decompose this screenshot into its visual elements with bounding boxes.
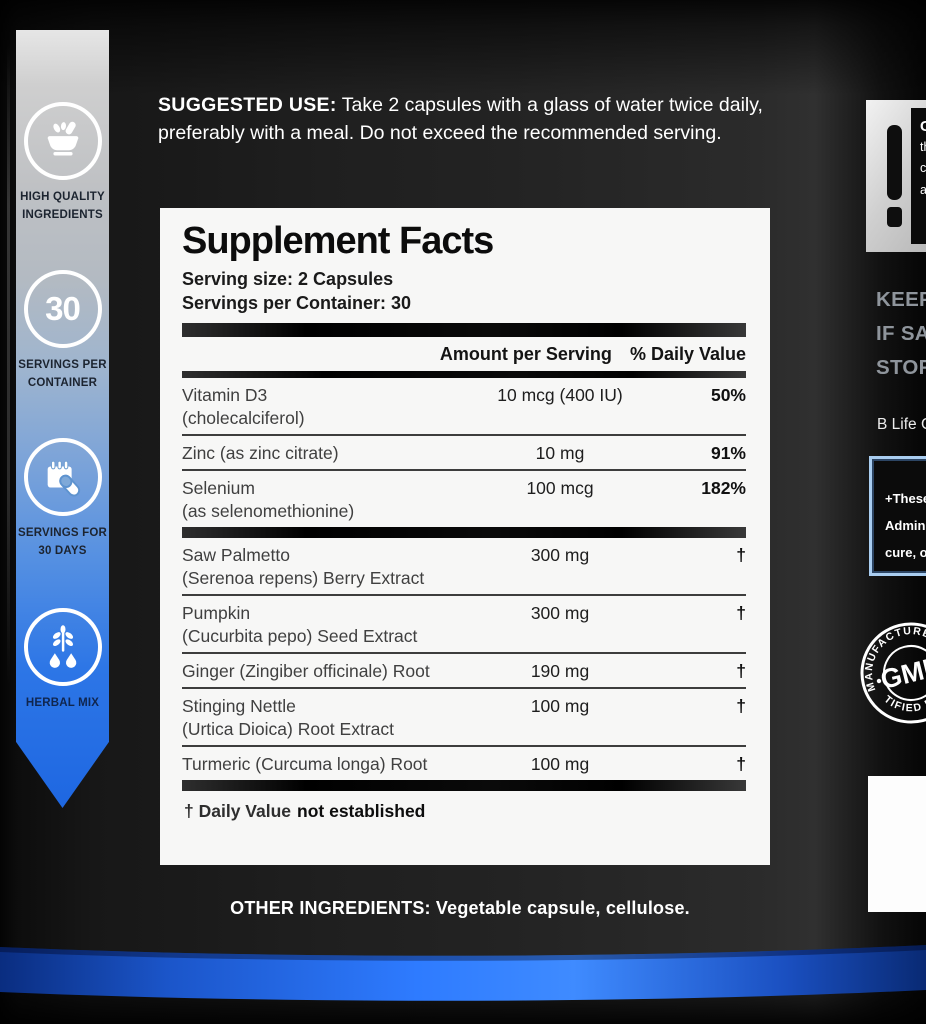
ingredient-name: Stinging Nettle <box>182 695 296 716</box>
supplement-facts-panel: Supplement Facts Serving size: 2 Capsule… <box>160 208 770 865</box>
count-30-badge: 30 <box>23 270 102 348</box>
table-row: Zinc (as zinc citrate) 10 mg 91% <box>182 436 746 471</box>
badge-label: SERVINGS PER CONTAINER <box>18 359 107 389</box>
ingredient-amount: 10 mcg (400 IU) <box>497 384 623 405</box>
ingredient-name: Selenium <box>182 477 255 498</box>
table-row: Pumpkin (Cucurbita pepo) Seed Extract 300… <box>182 596 746 654</box>
exclamation-icon <box>887 125 902 200</box>
ingredient-dv: 50% <box>710 384 746 405</box>
calendar-pill-icon <box>23 438 102 516</box>
servings-per-container: Servings per Container: 30 <box>182 292 412 313</box>
table-row: Selenium (as selenomethionine) 100 mcg 18… <box>182 471 746 527</box>
other-ingredients-text: Vegetable capsule, cellulose. <box>430 898 690 918</box>
caution-box: CA th co an <box>866 100 926 252</box>
ingredient-sub: (as selenomethionine) <box>182 500 355 521</box>
gmp-seal: MANUFACTURED IN A CERTIFIED FACILITY GMP <box>853 615 926 724</box>
ingredient-amount: 300 mg <box>530 544 590 565</box>
footnote-dagger-label: † Daily Value <box>184 800 292 821</box>
badge-label: HERBAL MIX <box>25 697 100 709</box>
storage-line: IF SAFE <box>876 322 926 345</box>
suggested-use-label: SUGGESTED USE: <box>158 94 337 116</box>
table-row: Stinging Nettle (Urtica Dioica) Root Extr… <box>182 689 746 747</box>
caution-text-box: CA th co an <box>911 108 926 244</box>
other-ingredients-label: OTHER INGREDIENTS: <box>230 898 431 918</box>
badge-label: HIGH QUALITY INGREDIENTS <box>20 191 105 221</box>
ingredient-name: Saw Palmetto <box>182 544 290 565</box>
footnote-emphasis: not established <box>297 800 426 821</box>
divider-section <box>182 526 746 538</box>
barcode-area <box>868 776 926 912</box>
ingredient-sub: (cholecalciferol) <box>182 407 305 428</box>
ingredient-dv: † <box>736 753 746 774</box>
ingredient-amount: 100 mg <box>530 695 590 716</box>
ingredient-name: Zinc (as zinc citrate) <box>182 442 339 463</box>
divider-medium <box>182 370 746 378</box>
caution-line: co <box>920 161 926 176</box>
ingredient-dv: † <box>736 602 746 623</box>
ingredient-name: Ginger (Zingiber officinale) Root <box>182 660 430 681</box>
ingredient-dv: † <box>736 544 746 565</box>
ingredient-sub: (Serenoa repens) Berry Extract <box>182 567 425 588</box>
mortar-pestle-icon <box>23 102 102 180</box>
ingredient-name: Turmeric (Curcuma longa) Root <box>182 753 428 774</box>
ingredient-amount: 190 mg <box>530 660 590 681</box>
bottle-edge-highlight <box>7 45 10 685</box>
herbal-mix-icon <box>23 608 102 686</box>
fda-disclaimer-box: +These s Adminis cure, or p <box>869 456 926 576</box>
table-row: Saw Palmetto (Serenoa repens) Berry Extra… <box>182 538 746 596</box>
ingredient-sub: (Cucurbita pepo) Seed Extract <box>182 625 418 646</box>
feature-ribbon: HIGH QUALITY INGREDIENTS 30 SERVINGS PER… <box>16 30 109 808</box>
col-daily-value: % Daily Value <box>629 343 746 364</box>
suggested-use-text: SUGGESTED USE: Take 2 capsules with a gl… <box>158 92 818 147</box>
daily-value-footnote: † Daily Value not established <box>182 791 746 822</box>
caution-line: th <box>920 139 926 154</box>
badge-herbal-mix: HERBAL MIX <box>16 608 109 713</box>
badge-label: SERVINGS FOR 30 DAYS <box>17 527 108 557</box>
disclaimer-line: Adminis <box>885 518 926 533</box>
disclaimer-line: cure, or p <box>885 545 926 560</box>
ingredient-amount: 10 mg <box>535 442 585 463</box>
company-name: B Life Comp <box>877 416 926 433</box>
other-ingredients: OTHER INGREDIENTS: Vegetable capsule, ce… <box>150 898 770 919</box>
badge-30-servings: 30 SERVINGS PER CONTAINER <box>16 270 109 393</box>
ingredient-sub: (Urtica Dioica) Root Extract <box>182 718 394 739</box>
serving-size: Serving size: 2 Capsules <box>182 268 394 289</box>
table-header: Amount per Serving % Daily Value <box>182 337 746 371</box>
panel-title: Supplement Facts <box>182 220 494 262</box>
col-amount: Amount per Serving <box>439 343 612 364</box>
badge-high-quality: HIGH QUALITY INGREDIENTS <box>16 102 109 225</box>
table-row: Ginger (Zingiber officinale) Root 190 mg… <box>182 654 746 689</box>
caution-line: CA <box>920 118 926 135</box>
ingredient-name: Pumpkin <box>182 602 251 623</box>
blue-accent-band <box>0 945 926 1001</box>
exclamation-dot <box>887 207 902 227</box>
ingredient-amount: 100 mg <box>530 753 590 774</box>
ingredient-dv: † <box>736 695 746 716</box>
gmp-center-text: GMP <box>878 651 926 695</box>
ingredient-dv: 182% <box>701 477 746 498</box>
badge-count: 30 <box>45 290 81 327</box>
caution-line: an <box>920 183 926 198</box>
suggested-use-body: Take 2 capsules with a glass of water tw… <box>158 94 763 144</box>
storage-line: KEEP O <box>876 288 926 311</box>
divider-section <box>182 779 746 791</box>
ingredient-name: Vitamin D3 <box>182 384 268 405</box>
disclaimer-line: +These s <box>885 491 926 506</box>
ingredient-dv: 91% <box>710 442 746 463</box>
ingredient-dv: † <box>736 660 746 681</box>
table-row: Turmeric (Curcuma longa) Root 100 mg † <box>182 747 746 780</box>
ingredient-amount: 300 mg <box>530 602 590 623</box>
badge-30-days: SERVINGS FOR 30 DAYS <box>16 438 109 561</box>
table-row: Vitamin D3 (cholecalciferol) 10 mcg (400 … <box>182 378 746 436</box>
ingredient-amount: 100 mcg <box>526 477 594 498</box>
divider-thick <box>182 322 746 337</box>
storage-instructions: KEEP O IF SAFE STORE <box>876 283 926 385</box>
storage-line: STORE <box>876 356 926 379</box>
